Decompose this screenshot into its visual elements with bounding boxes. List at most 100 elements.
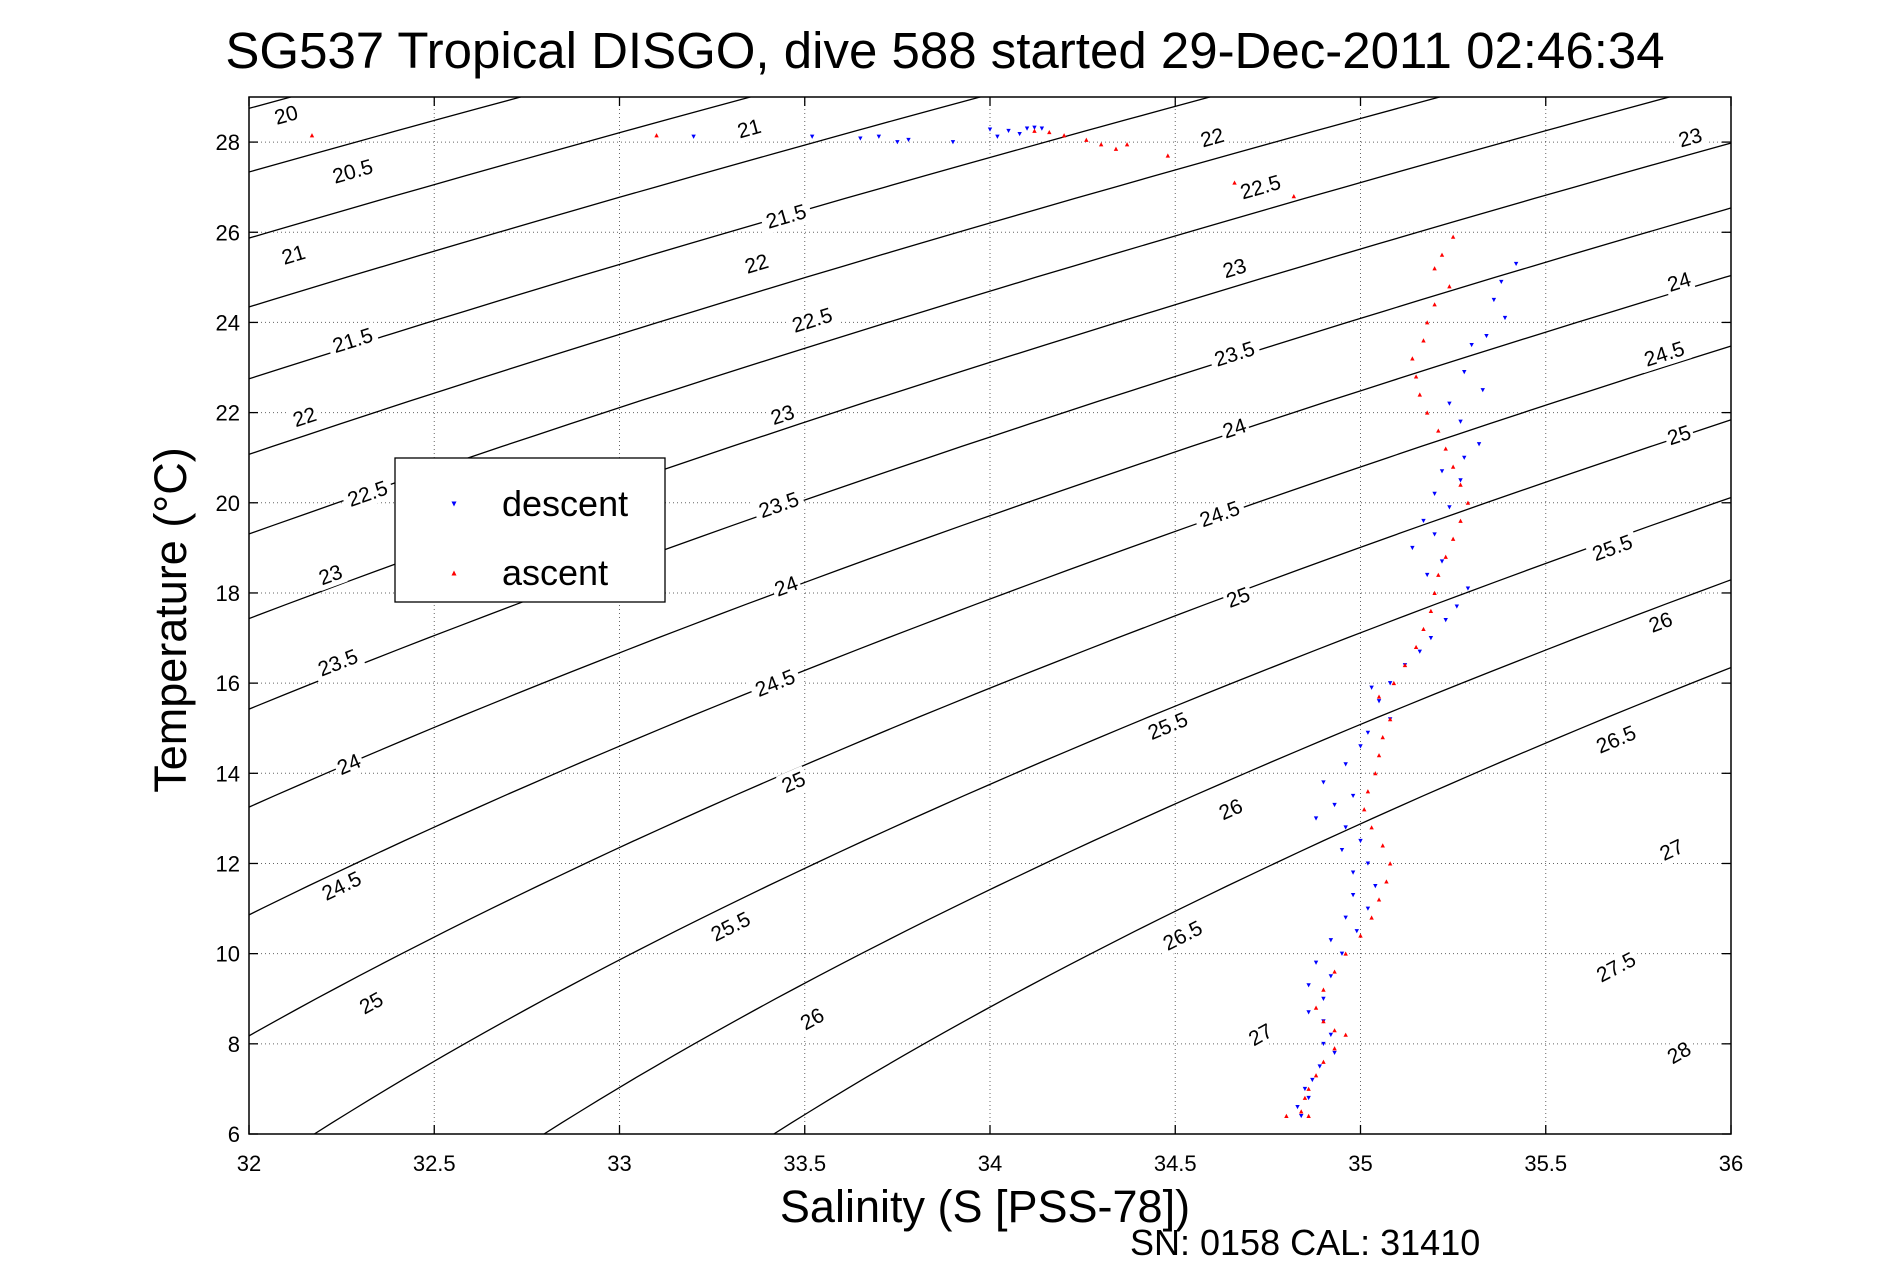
ascent-point — [1447, 284, 1452, 289]
legend: descent ascent — [394, 457, 666, 603]
ascent-point — [1387, 717, 1393, 722]
contour-label-bg — [1242, 1017, 1279, 1053]
ascent-point — [1432, 266, 1437, 271]
plot-background — [249, 97, 1731, 1134]
descent-point — [1332, 802, 1337, 808]
descent-point — [1499, 279, 1504, 285]
contour-label-bg — [340, 474, 396, 514]
density-contours — [249, 97, 1731, 1134]
contour-label-bg — [794, 1001, 831, 1037]
ascent-point — [1032, 128, 1037, 133]
ascent-point — [1387, 861, 1393, 866]
contour-label-bg — [353, 985, 390, 1021]
ascent-point — [1306, 1086, 1311, 1091]
x-tick-label: 35 — [1348, 1151, 1372, 1176]
x-tick-label: 36 — [1719, 1151, 1743, 1176]
descent-point — [1417, 649, 1422, 654]
ascent-point — [1291, 193, 1297, 199]
contour-line — [249, 345, 1731, 916]
ascent-point — [1450, 464, 1456, 469]
descent-point — [906, 137, 911, 143]
descent-point — [1432, 532, 1437, 537]
contour-label-bg — [758, 198, 814, 235]
ascent-point — [1373, 771, 1378, 776]
contour-label-bg — [1660, 1035, 1698, 1071]
descent-point — [1458, 419, 1463, 424]
contour-label-bg — [310, 642, 366, 684]
descent-point — [1313, 816, 1319, 821]
descent-point — [1376, 699, 1382, 704]
contour-label-bg — [739, 248, 774, 280]
contour-label-bg — [1217, 252, 1252, 284]
descent-point — [1447, 505, 1452, 510]
ascent-point — [1165, 153, 1171, 158]
legend-label-ascent: ascent — [502, 552, 608, 593]
ascent-point — [1343, 1032, 1348, 1037]
descent-point — [1032, 125, 1037, 130]
contour-line — [249, 274, 1731, 808]
contour-label-bg — [1192, 494, 1248, 534]
x-tick-label: 33.5 — [783, 1151, 826, 1176]
descent-point — [1424, 572, 1430, 578]
descent-point — [1310, 1077, 1315, 1083]
x-tick-label: 32 — [237, 1151, 261, 1176]
descent-point — [1006, 128, 1011, 134]
contour-label-bg — [1213, 792, 1249, 827]
descent-point — [1317, 1064, 1322, 1069]
descent-point — [1354, 929, 1359, 934]
descent-point — [1454, 604, 1460, 609]
ascent-point — [1376, 694, 1382, 699]
ascent-point — [1332, 969, 1337, 974]
contour-label-bg — [768, 570, 804, 603]
descent-point — [1432, 491, 1437, 496]
contour-label-bg — [276, 239, 311, 271]
ascent-point — [1384, 879, 1389, 884]
ascent-point — [1391, 680, 1397, 686]
descent-point — [809, 134, 815, 139]
contour-line — [542, 579, 1731, 1134]
data-series — [309, 125, 1519, 1119]
descent-point — [858, 136, 863, 141]
y-tick-label: 16 — [216, 671, 240, 696]
legend-marker-descent — [451, 501, 457, 507]
descent-point — [1328, 974, 1334, 979]
x-tick-label: 33 — [607, 1151, 631, 1176]
contour-label-bg — [1154, 913, 1211, 958]
ascent-point — [1413, 644, 1419, 650]
contour-label-bg — [1584, 528, 1640, 568]
legend-label-descent: descent — [502, 483, 628, 524]
ascent-point — [1362, 807, 1367, 812]
y-tick-label: 6 — [228, 1122, 240, 1147]
contour-line — [313, 496, 1731, 1134]
ascent-point — [1321, 987, 1326, 992]
y-tick-label: 22 — [216, 401, 240, 426]
contour-label-group: 22 — [739, 248, 774, 280]
ascent-point — [1084, 137, 1089, 142]
contour-label-bg — [313, 864, 370, 908]
descent-point — [1295, 1104, 1300, 1110]
contour-label-bg — [1673, 122, 1707, 153]
contour-label-bg — [1195, 122, 1229, 153]
ascent-point — [1061, 133, 1067, 138]
chart-title: SG537 Tropical DISGO, dive 588 started 2… — [225, 22, 1664, 79]
descent-point — [1365, 730, 1371, 735]
y-tick-label: 26 — [216, 220, 240, 245]
descent-point — [1458, 478, 1463, 483]
ascent-point — [1098, 142, 1104, 147]
y-tick-label: 14 — [216, 761, 240, 786]
ascent-point — [1332, 1028, 1337, 1033]
contour-label-bg — [784, 301, 840, 340]
ascent-point — [1432, 590, 1437, 595]
descent-point — [1343, 762, 1348, 767]
contour-label-group: 25 — [1220, 581, 1256, 614]
descent-point — [1502, 315, 1508, 321]
x-tick-label: 34.5 — [1154, 1151, 1197, 1176]
descent-point — [1465, 586, 1471, 591]
contour-label-bg — [1140, 705, 1196, 747]
descent-point — [1339, 847, 1345, 853]
ascent-point — [1421, 626, 1426, 632]
contour-label-bg — [751, 485, 807, 525]
contour-label-bg — [1207, 335, 1262, 373]
descent-point — [1328, 938, 1334, 943]
